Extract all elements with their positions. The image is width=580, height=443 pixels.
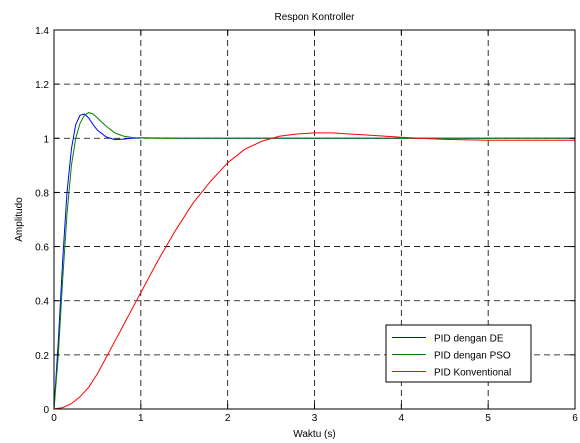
y-tick-label: 0.6 <box>35 243 49 254</box>
x-tick-label: 4 <box>399 413 405 424</box>
y-tick-label: 0.4 <box>35 297 49 308</box>
x-tick-label: 5 <box>485 413 491 424</box>
series-line <box>53 112 575 410</box>
x-axis-title: Waktu (s) <box>293 429 335 440</box>
chart-title: Respon Kontroller <box>274 12 355 23</box>
y-tick-label: 1.2 <box>35 80 49 91</box>
legend-label: PID dengan DE <box>434 334 504 345</box>
y-tick-label: 1.4 <box>35 26 49 37</box>
y-tick-label: 0.2 <box>35 351 49 362</box>
y-tick-label: 0 <box>43 405 49 416</box>
series-lines <box>53 112 575 410</box>
y-axis-title: Amplitudo <box>14 197 25 242</box>
tick-labels: 0 1 2 3 4 5 6 0 0.2 0.4 0.6 0.8 1 1.2 1.4 <box>35 26 578 424</box>
x-tick-label: 3 <box>312 413 318 424</box>
x-tick-label: 6 <box>572 413 578 424</box>
series-line <box>53 132 575 410</box>
y-tick-label: 1 <box>43 134 49 145</box>
y-tick-label: 0.8 <box>35 188 49 199</box>
legend-label: PID dengan PSO <box>434 351 511 362</box>
x-tick-label: 0 <box>51 413 57 424</box>
legend-box <box>385 324 532 383</box>
tick-marks <box>53 29 576 410</box>
x-tick-label: 2 <box>225 413 231 424</box>
x-tick-label: 1 <box>138 413 144 424</box>
legend-label: PID Konventional <box>434 368 511 379</box>
legend: PID dengan DE PID dengan PSO PID Konventio… <box>385 324 532 383</box>
